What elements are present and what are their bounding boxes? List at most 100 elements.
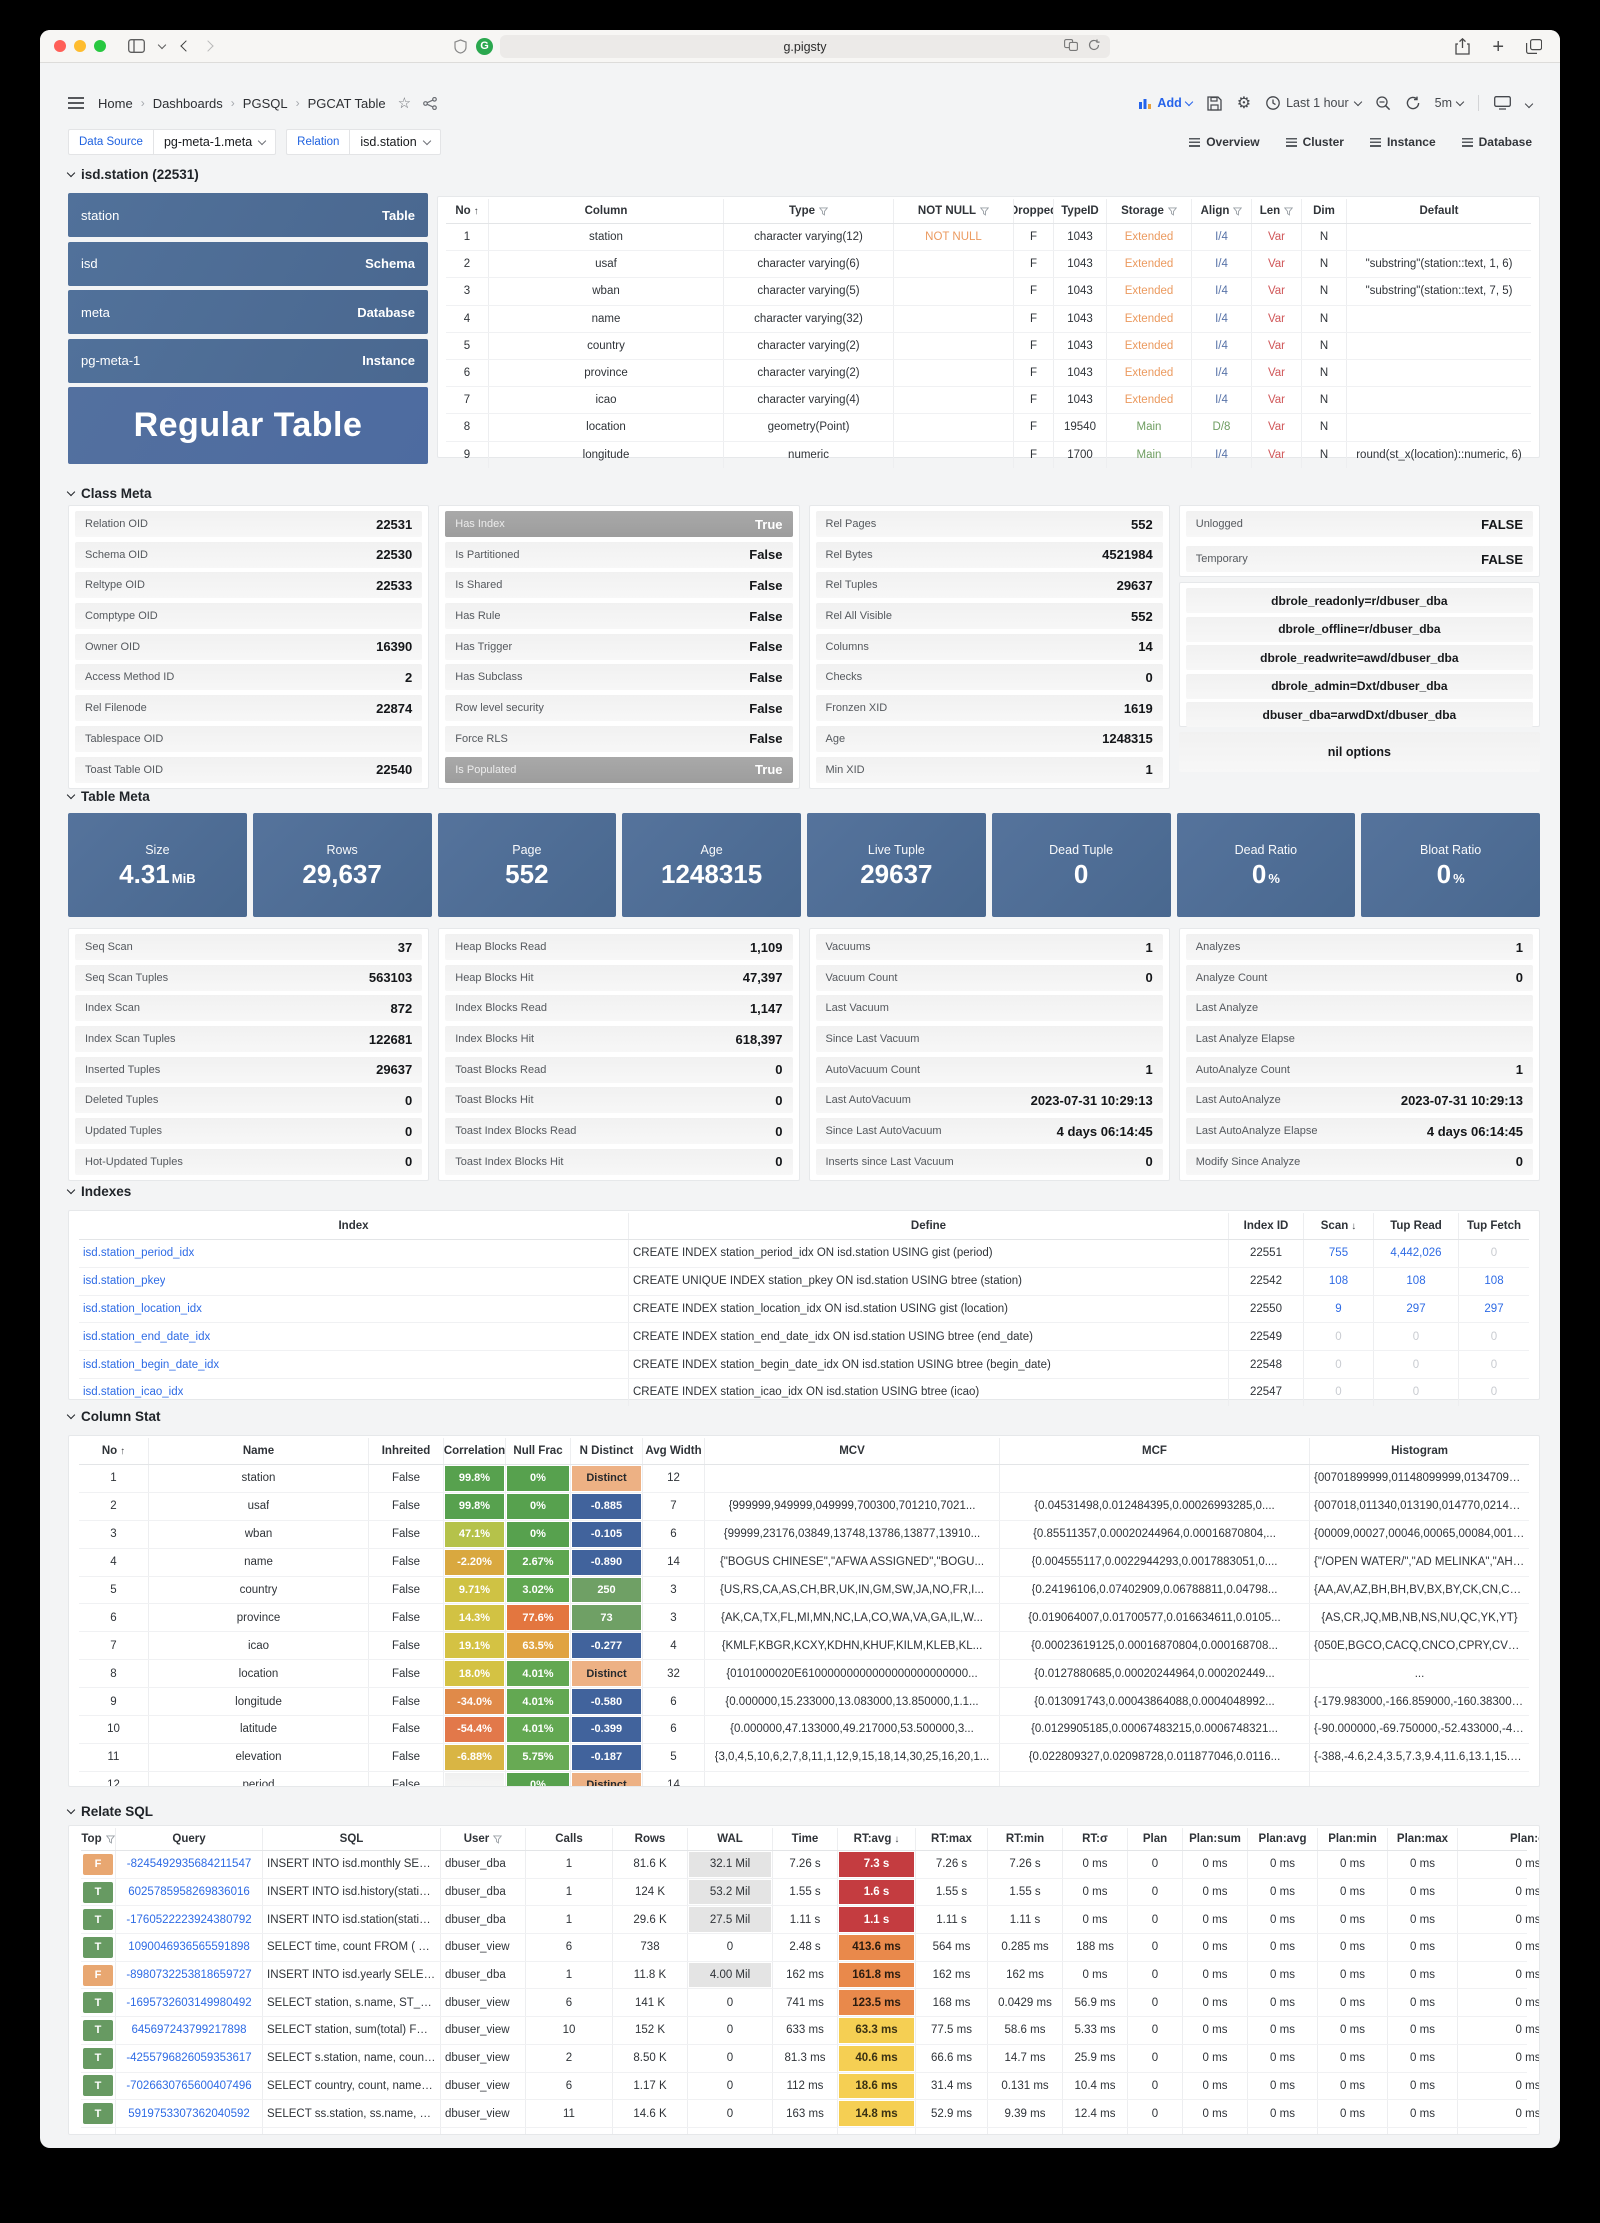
column-header[interactable]: WAL	[688, 1828, 773, 1850]
column-header[interactable]: SQL	[263, 1828, 441, 1850]
new-tab-icon[interactable]: +	[1492, 35, 1504, 58]
breadcrumb-item[interactable]: Home	[98, 95, 133, 111]
minimize-window-button[interactable]	[74, 40, 86, 52]
index-name-link[interactable]: isd.station_begin_date_idx	[79, 1351, 629, 1378]
sql-query-link[interactable]: -7026630765600407496	[116, 2072, 263, 2100]
datasource-dropdown[interactable]: pg-meta-1.meta	[152, 129, 277, 155]
column-header[interactable]: No ↑	[79, 1438, 149, 1464]
column-header[interactable]: RT:min	[988, 1828, 1063, 1850]
url-bar[interactable]: g.pigsty	[500, 35, 1110, 58]
column-header[interactable]: RT:max	[916, 1828, 988, 1850]
filter-icon[interactable]	[1233, 206, 1243, 216]
column-header[interactable]: Name	[149, 1438, 369, 1464]
sql-query-link[interactable]: -4255796826059353617	[116, 2044, 263, 2072]
column-header[interactable]: Type	[724, 199, 894, 223]
dashboard-link-database[interactable]: Database	[1461, 135, 1532, 149]
menu-icon[interactable]	[68, 97, 84, 109]
index-name-link[interactable]: isd.station_icao_idx	[79, 1378, 629, 1406]
column-header[interactable]: Time	[773, 1828, 838, 1850]
share-dashboard-icon[interactable]	[423, 96, 437, 110]
section-column-stat[interactable]: Column Stat	[66, 1408, 161, 1424]
dashboard-settings-gear-icon[interactable]: ⚙	[1236, 95, 1252, 112]
index-name-link[interactable]: isd.station_pkey	[79, 1267, 629, 1295]
section-indexes[interactable]: Indexes	[66, 1183, 131, 1199]
column-header[interactable]: MCF	[1000, 1438, 1310, 1464]
filter-icon[interactable]	[980, 206, 990, 216]
time-range-picker[interactable]: Last 1 hour	[1266, 96, 1362, 110]
column-header[interactable]: Top	[81, 1828, 116, 1850]
column-header[interactable]: Plan:σ	[1510, 1833, 1539, 1845]
column-header[interactable]: Avg Width	[643, 1438, 705, 1464]
filter-icon[interactable]	[1284, 206, 1294, 216]
column-header[interactable]: Define	[629, 1213, 1229, 1239]
tab-overview-icon[interactable]	[1526, 39, 1542, 54]
sql-query-link[interactable]: -1695732603149980492	[116, 1989, 263, 2017]
back-button[interactable]	[179, 40, 192, 52]
filter-icon[interactable]	[493, 1834, 503, 1844]
column-header[interactable]: RT:σ	[1063, 1828, 1128, 1850]
index-name-link[interactable]: isd.station_location_idx	[79, 1295, 629, 1323]
section-table-meta[interactable]: Table Meta	[66, 788, 150, 804]
favorite-star-icon[interactable]: ☆	[397, 95, 412, 112]
column-header[interactable]: Query	[116, 1828, 263, 1850]
column-header[interactable]: Index	[79, 1213, 629, 1239]
relation-dropdown[interactable]: isd.station	[349, 129, 441, 155]
column-header[interactable]: Tup Fetch	[1466, 1220, 1522, 1232]
sql-query-link[interactable]: 5919753307362040592	[116, 2100, 263, 2127]
dashboard-link-overview[interactable]: Overview	[1189, 135, 1260, 149]
column-header[interactable]: No ↑	[446, 199, 489, 223]
column-header[interactable]: Plan:avg	[1248, 1828, 1318, 1850]
translate-icon[interactable]	[1064, 39, 1078, 51]
dashboard-link-cluster[interactable]: Cluster	[1285, 135, 1344, 149]
column-header[interactable]: N Distinct	[571, 1438, 643, 1464]
filter-icon[interactable]	[819, 206, 828, 216]
sql-query-link[interactable]: -8245492935684211547	[116, 1851, 263, 1878]
column-header[interactable]: Tup Read	[1374, 1213, 1459, 1239]
column-header[interactable]: Rows	[613, 1828, 688, 1850]
column-header[interactable]: Storage	[1107, 199, 1192, 223]
zoom-out-time-icon[interactable]	[1375, 95, 1391, 111]
section-class-meta[interactable]: Class Meta	[66, 485, 152, 501]
breadcrumb-item[interactable]: PGCAT Table	[307, 95, 386, 111]
column-header[interactable]: Dim	[1302, 199, 1347, 223]
column-header[interactable]: Null Frac	[506, 1438, 571, 1464]
column-header[interactable]: Correlation	[444, 1438, 506, 1464]
column-header[interactable]: Plan:sum	[1183, 1828, 1248, 1850]
sql-query-link[interactable]: 6025785958269836016	[116, 1878, 263, 1906]
column-header[interactable]: Dropped	[1014, 199, 1054, 223]
column-header[interactable]: Scan ↓	[1304, 1213, 1374, 1239]
column-header[interactable]: Inhreited	[369, 1438, 444, 1464]
dashboard-link-instance[interactable]: Instance	[1369, 135, 1436, 149]
filter-icon[interactable]	[105, 1834, 115, 1844]
column-header[interactable]: Plan:min	[1318, 1828, 1388, 1850]
column-header[interactable]: Index ID	[1229, 1213, 1304, 1239]
column-header[interactable]: Plan	[1128, 1828, 1183, 1850]
close-window-button[interactable]	[54, 40, 66, 52]
section-relation[interactable]: isd.station (22531)	[66, 166, 199, 182]
sql-query-link[interactable]: 1090046936565591898	[116, 1934, 263, 1961]
tab-groups-chevron-icon[interactable]	[157, 40, 167, 49]
refresh-icon[interactable]	[1406, 96, 1420, 110]
column-header[interactable]: Len	[1252, 199, 1302, 223]
save-dashboard-icon[interactable]	[1207, 95, 1222, 111]
column-header[interactable]: MCV	[705, 1438, 1000, 1464]
column-header[interactable]: Align	[1192, 199, 1252, 223]
column-header[interactable]: Calls	[526, 1828, 613, 1850]
share-page-icon[interactable]	[1455, 38, 1470, 55]
breadcrumb-item[interactable]: PGSQL	[242, 95, 288, 111]
sql-query-link[interactable]: -8980732253818659727	[116, 1961, 263, 1989]
sidebar-toggle-icon[interactable]	[128, 39, 145, 53]
section-relate-sql[interactable]: Relate SQL	[66, 1803, 153, 1819]
index-name-link[interactable]: isd.station_end_date_idx	[79, 1323, 629, 1351]
kiosk-monitor-icon[interactable]	[1494, 96, 1511, 110]
column-header[interactable]: Plan:max	[1388, 1828, 1458, 1850]
refresh-interval-dropdown[interactable]: 5m	[1435, 96, 1465, 110]
forward-button[interactable]	[202, 40, 215, 52]
grammarly-extension-icon[interactable]: G	[476, 37, 493, 55]
column-header[interactable]: Default	[1419, 205, 1459, 217]
zoom-window-button[interactable]	[94, 40, 106, 52]
add-panel-button[interactable]: Add	[1139, 96, 1193, 110]
sql-query-link[interactable]: 645697243799217898	[116, 2017, 263, 2044]
privacy-shield-icon[interactable]	[454, 38, 467, 54]
index-name-link[interactable]: isd.station_period_idx	[79, 1240, 629, 1267]
